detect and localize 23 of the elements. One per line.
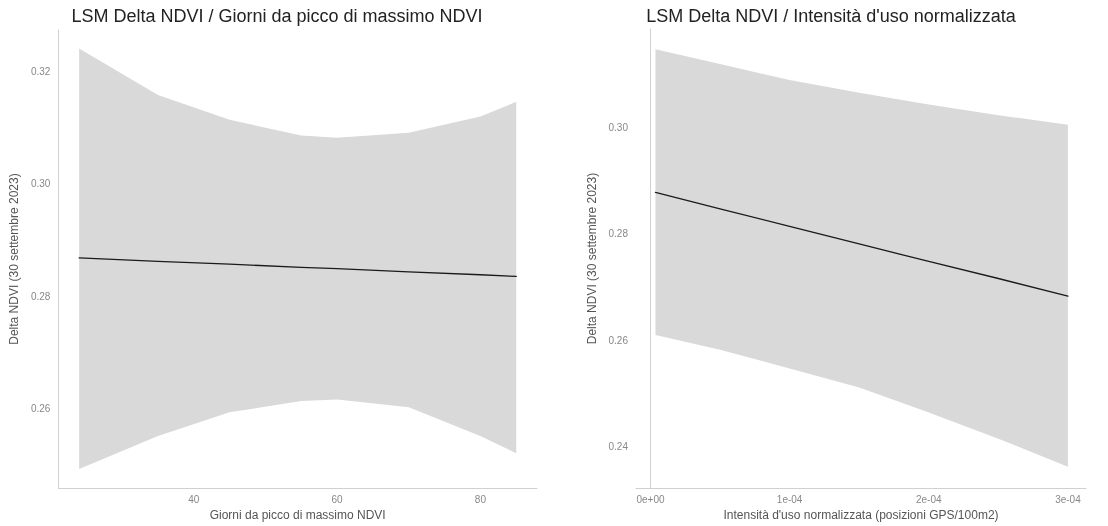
x-tick-label: 1e-04 xyxy=(776,493,803,505)
x-axis-title: Intensità d'uso normalizzata (posizioni GPS/100m2) xyxy=(723,508,999,522)
y-tick-label: 0.28 xyxy=(608,228,629,240)
chart-title: LSM Delta NDVI / Intensità d'uso normalizzata xyxy=(646,6,1017,26)
x-axis-title: Giorni da picco di massimo NDVI xyxy=(209,508,386,522)
y-tick-label: 0.26 xyxy=(30,402,51,414)
x-tick-label: 0e+00 xyxy=(636,493,665,505)
y-axis-title: Delta NDVI (30 settembre 2023) xyxy=(584,172,599,345)
x-tick-label: 60 xyxy=(331,493,344,505)
x-tick-label: 80 xyxy=(474,493,487,505)
y-tick-label: 0.28 xyxy=(30,290,51,302)
line-series xyxy=(654,191,1069,297)
y-tick-label: 0.24 xyxy=(608,441,629,453)
x-tick-label: 2e-04 xyxy=(915,493,942,505)
y-axis-title: Delta NDVI (30 settembre 2023) xyxy=(7,173,21,345)
y-tick-label: 0.30 xyxy=(608,121,629,133)
x-tick-label: 3e-04 xyxy=(1055,493,1082,505)
line-series xyxy=(78,257,517,278)
chart-title: LSM Delta NDVI / Giorni da picco di massimo NDVI xyxy=(71,6,483,26)
y-tick-label: 0.32 xyxy=(30,66,51,78)
y-tick-label: 0.26 xyxy=(608,334,629,346)
y-tick-label: 0.30 xyxy=(30,178,51,190)
x-tick-label: 40 xyxy=(188,493,200,505)
